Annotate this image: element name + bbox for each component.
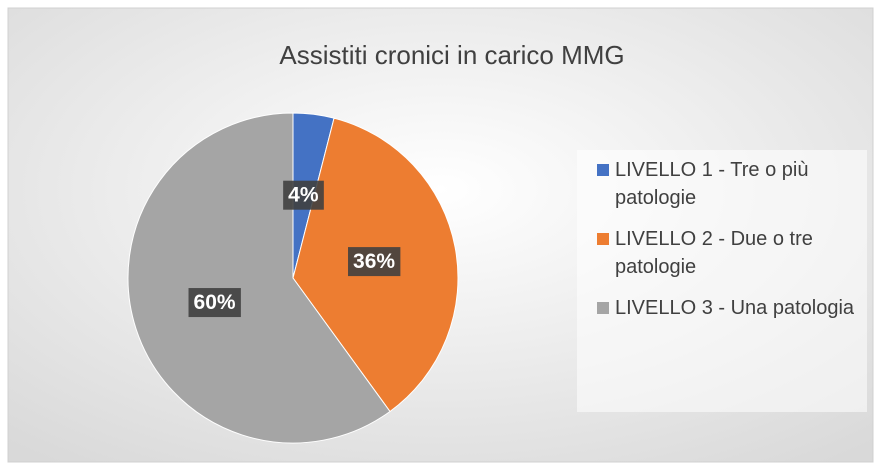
chart-title: Assistiti cronici in carico MMG <box>279 40 624 70</box>
data-label: 36% <box>353 250 395 273</box>
legend-swatch <box>597 233 609 245</box>
legend-swatch <box>597 302 609 314</box>
legend: LIVELLO 1 - Tre o più patologie LIVELLO 2… <box>577 150 867 412</box>
data-label: 60% <box>194 291 236 314</box>
legend-label: LIVELLO 2 - Due o tre patologie <box>615 228 813 278</box>
legend-entry: LIVELLO 2 - Due o tre patologie <box>585 225 859 281</box>
legend-entry: LIVELLO 1 - Tre o più patologie <box>585 156 859 212</box>
legend-label: LIVELLO 1 - Tre o più patologie <box>615 159 809 209</box>
data-label-box <box>348 247 401 277</box>
pie-slice <box>127 112 391 444</box>
data-label-box <box>283 180 324 210</box>
data-label: 4% <box>288 184 319 207</box>
pie: 4% 36% 60% <box>127 112 459 444</box>
legend-entry: LIVELLO 3 - Una patologia <box>585 294 859 322</box>
legend-label: LIVELLO 3 - Una patologia <box>615 297 855 319</box>
data-label-box <box>188 288 241 318</box>
legend-swatch <box>597 164 609 176</box>
